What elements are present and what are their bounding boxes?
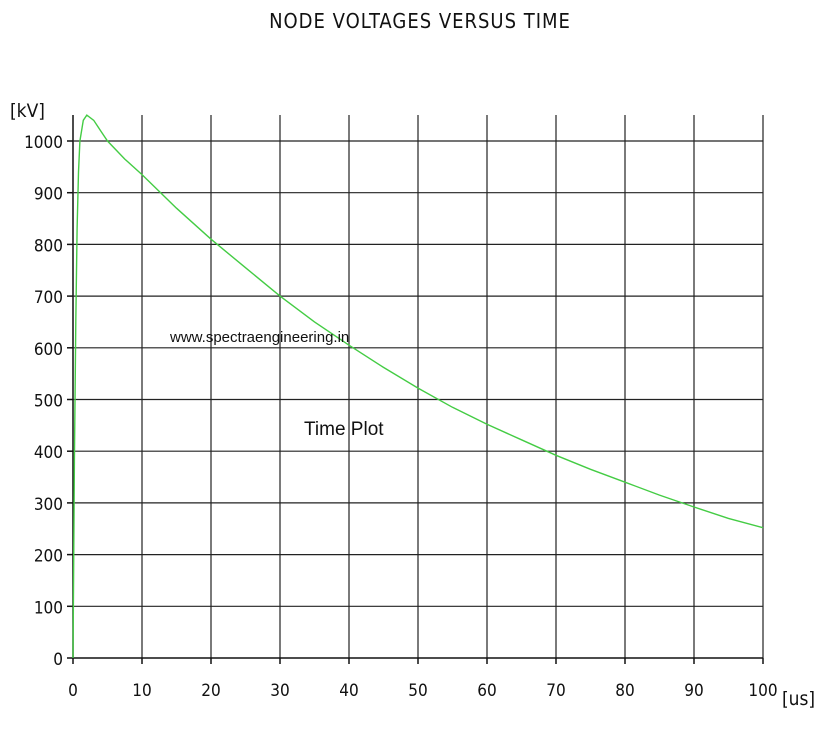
y-tick-label: 800 [34, 236, 63, 256]
y-tick-label: 100 [34, 598, 63, 618]
x-tick-label: 70 [546, 681, 565, 701]
x-tick-label: 90 [684, 681, 703, 701]
grid-layer [67, 115, 764, 664]
chart-title: NODE VOLTAGES VERSUS TIME [269, 9, 571, 33]
x-tick-label: 0 [68, 681, 78, 701]
x-tick-label: 10 [132, 681, 151, 701]
y-tick-label: 0 [53, 650, 63, 670]
voltage-series-line [72, 114, 764, 659]
y-tick-label: 700 [34, 288, 63, 308]
x-tick-label: 60 [477, 681, 496, 701]
x-tick-label: 20 [201, 681, 220, 701]
y-tick-label: 200 [34, 547, 63, 567]
x-tick-label: 30 [270, 681, 289, 701]
x-tick-label: 80 [615, 681, 634, 701]
y-axis-unit: [kV] [10, 100, 45, 122]
y-tick-label: 500 [34, 392, 63, 412]
y-tick-label: 400 [34, 443, 63, 463]
y-tick-label: 1000 [24, 133, 63, 153]
tick-label-layer: 0 10 20 30 40 50 60 70 80 90 100010020030040050060… [24, 133, 778, 701]
y-tick-label: 600 [34, 340, 63, 360]
x-tick-label: 40 [339, 681, 358, 701]
x-tick-label: 50 [408, 681, 427, 701]
x-tick-label: 100 [748, 681, 777, 701]
x-axis-unit: [us] [782, 688, 815, 710]
watermark-text: www.spectraengineering.in [169, 329, 349, 346]
series-layer [72, 114, 764, 659]
y-tick-label: 900 [34, 185, 63, 205]
time-plot-label: Time Plot [304, 419, 384, 440]
y-tick-label: 300 [34, 495, 63, 515]
